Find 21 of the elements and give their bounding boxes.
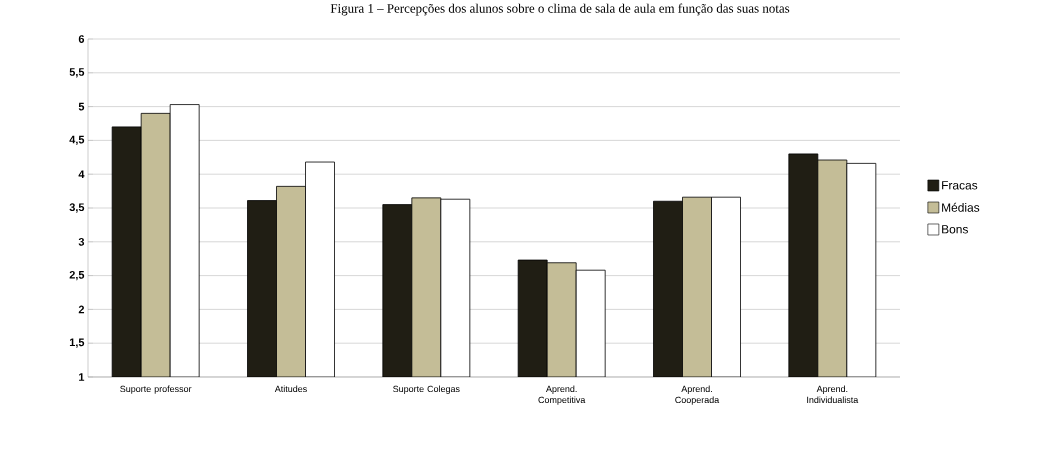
x-tick-label: Suporte Colegas xyxy=(393,385,460,394)
y-tick-label: 5 xyxy=(78,102,85,111)
chart-title: Figura 1 – Percepções dos alunos sobre o clima de sala de aula em função das suas notas xyxy=(330,3,790,16)
x-tick-label: Aprend. Competitiva xyxy=(538,385,586,405)
y-tick-label: 5,5 xyxy=(69,68,85,78)
x-tick-label: Aprend. Cooperada xyxy=(675,385,720,405)
y-tick-label: 4 xyxy=(78,170,85,178)
text: Bons xyxy=(942,225,968,234)
y-tick-label: 1 xyxy=(79,373,85,381)
legend-label: Médias xyxy=(942,202,980,212)
y-tick-label: 1,5 xyxy=(69,338,85,348)
y-tick-label: 3,5 xyxy=(69,203,85,213)
y-tick-label: 3 xyxy=(78,237,85,246)
y-tick-label: 4,5 xyxy=(69,135,85,146)
legend-label: Fracas xyxy=(942,181,978,190)
x-tick-label: Atitudes xyxy=(274,385,307,393)
x-tick-label: Aprend. Individualista xyxy=(807,385,859,404)
y-tick-label: 6 xyxy=(78,35,85,43)
y-tick-label: 2,5 xyxy=(69,270,85,281)
y-tick-label: 2 xyxy=(78,305,85,314)
x-tick-label: Suporte professor xyxy=(120,385,192,394)
